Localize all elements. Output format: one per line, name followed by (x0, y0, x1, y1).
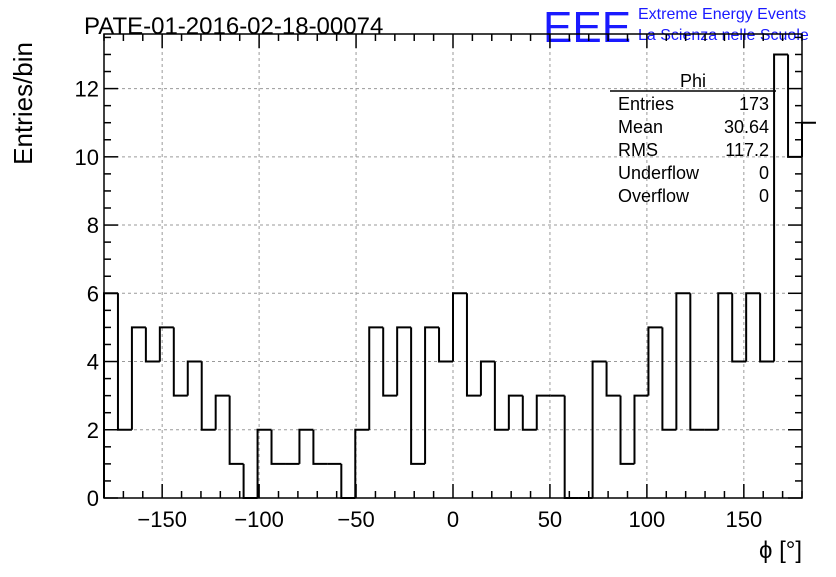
stats-row-value: 0 (759, 186, 769, 206)
y-axis-title: Entries/bin (8, 42, 38, 165)
x-tick-label: −150 (137, 507, 187, 532)
histogram-bin (130, 326, 146, 430)
histogram-bin (801, 121, 816, 157)
histogram-bin (619, 395, 635, 465)
stats-row-value: 30.64 (724, 117, 769, 137)
histogram-bin (158, 326, 174, 362)
stats-box-rows: Entries 173 Mean 30.64 RMS 117.2 Underflow 0 Ove… (618, 94, 769, 206)
histogram-bin (144, 327, 160, 363)
stats-row-value: 117.2 (725, 140, 769, 160)
x-tick-label: 100 (629, 507, 666, 532)
y-tick-label: 0 (87, 486, 99, 511)
histogram-bin (242, 463, 258, 499)
histogram-bin (465, 293, 481, 397)
histogram-bin (493, 361, 509, 431)
histogram-bin (228, 395, 244, 465)
histogram-bin (452, 292, 467, 362)
stats-row-label: Underflow (618, 163, 700, 183)
histogram-bin (717, 292, 733, 430)
logo-line1: Extreme Energy Events (638, 6, 806, 23)
stats-box-title: Phi (680, 71, 706, 91)
chart-title: PATE-01-2016-02-18-00074 (84, 13, 383, 40)
y-tick-labels: 0 2 4 6 8 10 12 (75, 77, 99, 511)
y-tick-label: 4 (87, 350, 99, 375)
histogram-bin (354, 428, 370, 498)
histogram-bin (535, 394, 551, 430)
histogram-bin (312, 429, 328, 465)
histogram-bin (633, 394, 649, 464)
histogram-bin (298, 428, 314, 464)
stats-row-label: Overflow (618, 186, 690, 206)
histogram-bin (214, 394, 230, 430)
histogram-bin (689, 293, 705, 431)
histogram-bin (438, 327, 453, 363)
histogram-bin (731, 293, 747, 363)
histogram-bin (605, 361, 621, 397)
histogram-bin (270, 429, 286, 465)
histogram-bin (521, 395, 537, 431)
x-tick-label: −50 (337, 507, 374, 532)
histogram-bin (507, 394, 523, 430)
histogram-bin (773, 53, 789, 362)
histogram-bars (103, 53, 816, 499)
logo-line2: La Scienza nelle Scuole (638, 27, 809, 44)
stats-row-label: RMS (618, 140, 658, 160)
histogram-bin (661, 327, 677, 431)
plot-frame (103, 33, 803, 499)
y-tick-label: 10 (75, 145, 99, 170)
y-tick-label: 2 (87, 418, 99, 443)
stats-row-label: Mean (618, 117, 663, 137)
histogram-bin (256, 428, 272, 498)
histogram-bin (759, 293, 775, 363)
histogram-bin (591, 360, 607, 498)
histogram-bin (424, 326, 440, 464)
axis-ticks (103, 34, 803, 499)
stats-row-label: Entries (618, 94, 674, 114)
histogram-bin (479, 360, 495, 396)
histogram-bin (382, 327, 398, 397)
y-tick-label: 12 (75, 77, 99, 102)
histogram-bin (647, 326, 663, 396)
x-tick-label: 50 (538, 507, 562, 532)
histogram-bin (172, 327, 188, 397)
x-tick-label: 150 (725, 507, 762, 532)
x-tick-labels: −150 −100 −50 0 50 100 150 (137, 507, 762, 532)
histogram-bin (368, 326, 384, 430)
histogram-bin (200, 361, 216, 431)
histogram-bin (186, 360, 202, 396)
x-tick-label: 0 (447, 507, 459, 532)
stats-box: Phi Entries 173 Mean 30.64 RMS 117.2 Underflow… (610, 71, 776, 206)
histogram-bin (745, 292, 761, 362)
x-axis-title: ϕ [°] (759, 537, 802, 564)
histogram-bin (675, 292, 691, 430)
y-tick-label: 8 (87, 213, 99, 238)
stats-row-value: 0 (759, 163, 769, 183)
histogram-bin (410, 327, 426, 465)
histogram-bin (340, 463, 356, 499)
histogram-bin (396, 326, 412, 396)
histogram-bin (563, 395, 579, 499)
eee-logo: EEE Extreme Energy Events La Scienza nel… (543, 3, 809, 52)
y-tick-label: 6 (87, 281, 99, 306)
grid-lines (104, 34, 802, 498)
x-tick-label: −100 (234, 507, 284, 532)
stats-row-value: 173 (739, 94, 769, 114)
logo-mark: EEE (543, 3, 631, 52)
